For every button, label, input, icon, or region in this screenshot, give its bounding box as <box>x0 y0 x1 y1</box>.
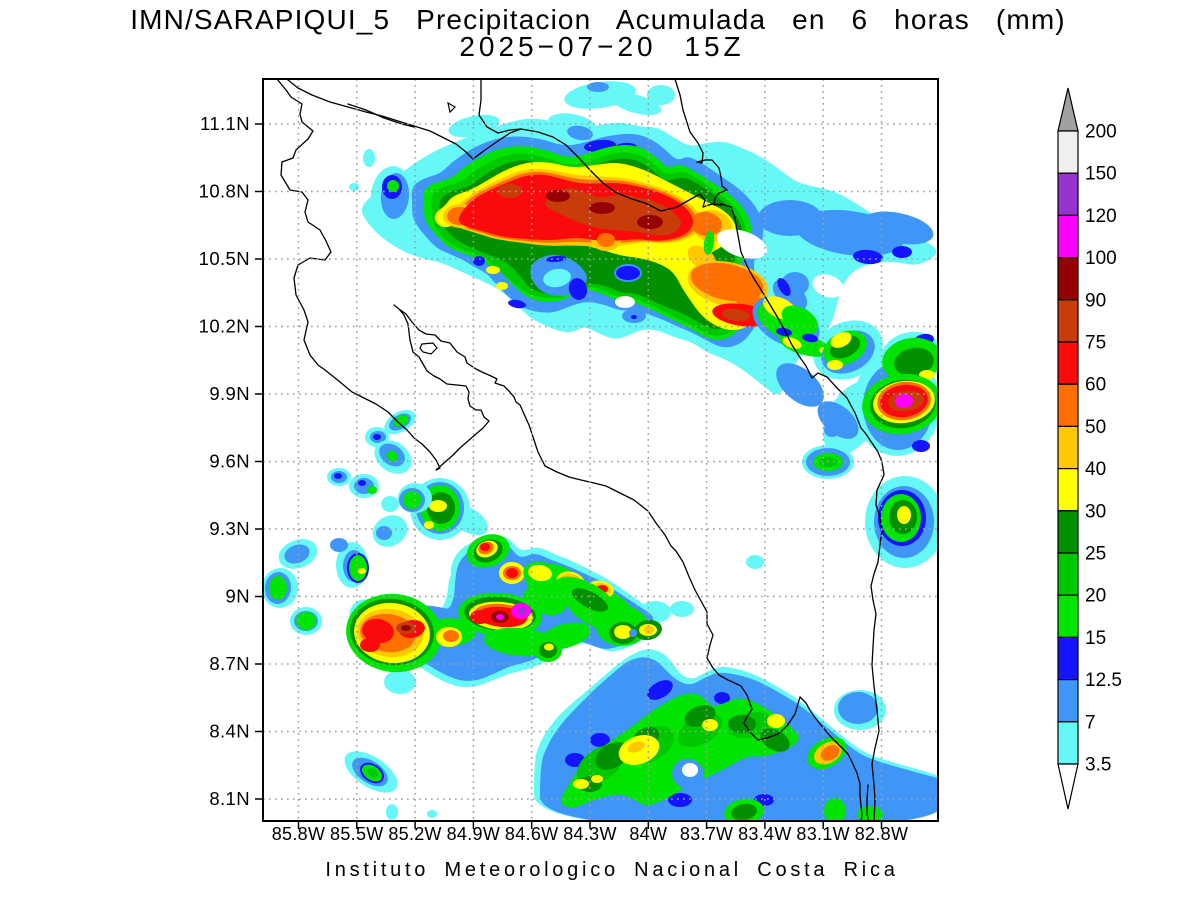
svg-text:90: 90 <box>1085 290 1106 311</box>
svg-text:12.5: 12.5 <box>1085 670 1122 691</box>
svg-text:60: 60 <box>1085 375 1106 396</box>
svg-text:85.8W: 85.8W <box>272 824 326 844</box>
svg-text:82.8W: 82.8W <box>855 824 909 844</box>
svg-text:7: 7 <box>1085 712 1096 733</box>
svg-text:3.5: 3.5 <box>1085 755 1111 776</box>
svg-text:11.1N: 11.1N <box>200 113 250 134</box>
svg-text:9.9N: 9.9N <box>209 383 250 404</box>
svg-text:75: 75 <box>1085 333 1106 354</box>
svg-text:25: 25 <box>1085 544 1106 565</box>
svg-text:2025−07−20 15Z: 2025−07−20 15Z <box>459 31 744 62</box>
svg-text:150: 150 <box>1085 164 1117 185</box>
svg-text:9.6N: 9.6N <box>209 451 250 472</box>
svg-text:84.9W: 84.9W <box>447 824 501 844</box>
svg-text:40: 40 <box>1085 459 1106 480</box>
svg-text:83.4W: 83.4W <box>738 824 792 844</box>
svg-text:50: 50 <box>1085 417 1106 438</box>
svg-text:20: 20 <box>1085 586 1106 607</box>
svg-text:84.3W: 84.3W <box>563 824 617 844</box>
svg-text:10.5N: 10.5N <box>199 248 250 269</box>
svg-text:10.8N: 10.8N <box>199 181 250 202</box>
svg-text:9N: 9N <box>226 586 250 607</box>
svg-text:200: 200 <box>1085 122 1117 143</box>
svg-text:8.4N: 8.4N <box>209 721 250 742</box>
svg-text:100: 100 <box>1085 248 1117 269</box>
svg-text:85.5W: 85.5W <box>330 824 384 844</box>
svg-text:8.7N: 8.7N <box>209 653 250 674</box>
svg-text:83.7W: 83.7W <box>680 824 734 844</box>
svg-text:15: 15 <box>1085 628 1106 649</box>
svg-text:84.6W: 84.6W <box>505 824 559 844</box>
svg-text:9.3N: 9.3N <box>209 518 250 539</box>
svg-text:85.2W: 85.2W <box>388 824 442 844</box>
svg-text:120: 120 <box>1085 206 1117 227</box>
svg-text:83.1W: 83.1W <box>796 824 850 844</box>
svg-text:30: 30 <box>1085 501 1106 522</box>
svg-text:84W: 84W <box>629 824 667 844</box>
svg-text:Instituto Meteorologico Nacion: Instituto Meteorologico Nacional Costa R… <box>325 859 898 881</box>
svg-text:IMN/SARAPIQUI_5 Precipitacion: IMN/SARAPIQUI_5 Precipitacion Acumulada … <box>130 4 1066 35</box>
svg-text:10.2N: 10.2N <box>199 316 250 337</box>
svg-text:8.1N: 8.1N <box>209 788 250 809</box>
